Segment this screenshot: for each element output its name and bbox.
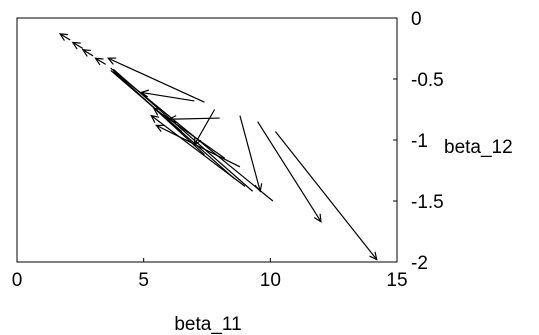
arrow-0: [60, 34, 70, 41]
arrow-head: [60, 34, 68, 41]
arrow-15: [113, 69, 252, 191]
arrow-shaft: [240, 116, 260, 192]
y-tick-label: 0: [411, 9, 422, 30]
plot-area-frame: [17, 18, 397, 262]
y-tick-label: -0.5: [411, 70, 444, 91]
x-axis-title: beta_11: [174, 314, 241, 335]
arrow-shaft: [113, 69, 252, 191]
arrow-shaft: [111, 70, 182, 131]
y-axis-ticks: 0 -0.5 -1 -1.5 -2: [393, 9, 444, 274]
x-tick-label: 5: [138, 270, 149, 291]
arrow-1: [73, 42, 83, 49]
x-axis-ticks: 0 5 10 15: [12, 258, 408, 291]
arrow-head: [96, 58, 104, 65]
arrow-shaft: [258, 122, 321, 222]
y-tick-label: -2: [411, 253, 428, 274]
arrow-shaft: [275, 131, 376, 259]
y-axis-title: beta_12: [444, 137, 513, 158]
arrow-2: [83, 50, 93, 57]
y-tick-label: -1: [411, 131, 428, 152]
arrow-18: [111, 70, 182, 131]
x-tick-label: 0: [12, 270, 23, 291]
arrow-head: [73, 42, 81, 49]
arrow-shaft: [169, 118, 220, 119]
y-tick-label: -1.5: [411, 192, 444, 213]
arrow-3: [96, 58, 106, 65]
arrow-head: [314, 214, 321, 222]
arrow-field: [60, 34, 377, 260]
arrow-8: [240, 116, 262, 192]
arrow-10: [275, 131, 376, 259]
arrow-9: [258, 122, 321, 222]
arrow-head: [83, 50, 91, 57]
x-tick-label: 15: [386, 270, 407, 291]
x-tick-label: 10: [260, 270, 281, 291]
